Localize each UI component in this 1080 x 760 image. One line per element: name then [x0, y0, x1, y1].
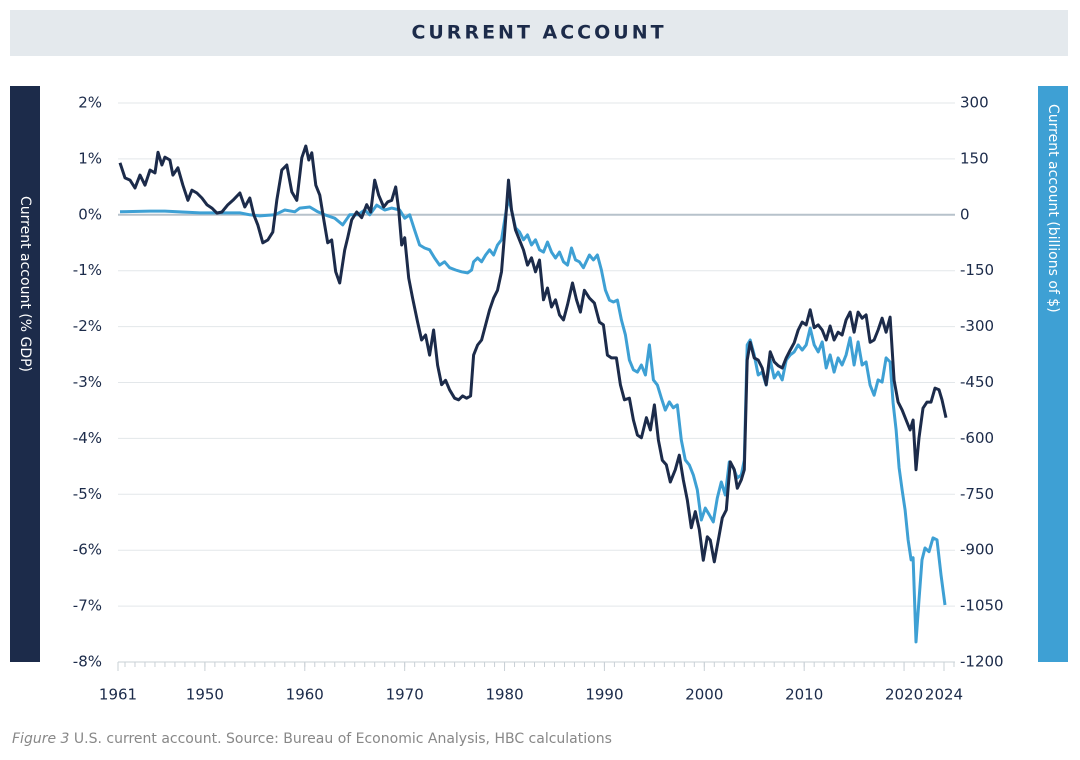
x-tick-label: 1970 — [386, 686, 424, 704]
y2-tick-label: -1050 — [960, 597, 1004, 615]
y2-axis-title: Current account (billions of $) — [1045, 104, 1061, 313]
y-tick-label: -4% — [73, 429, 102, 447]
y-tick-label: 2% — [78, 94, 102, 112]
y-tick-label: -3% — [73, 373, 102, 391]
y2-tick-label: -150 — [960, 261, 994, 279]
x-tick-label: 2024 — [925, 686, 963, 704]
y2-tick-label: -450 — [960, 373, 994, 391]
y-tick-label: -5% — [73, 485, 102, 503]
x-tick-label: 2020 — [885, 686, 923, 704]
y-tick-label: 0% — [78, 205, 102, 223]
y2-axis-band — [1038, 86, 1068, 662]
y2-tick-label: -300 — [960, 317, 994, 335]
y-axis-band — [10, 86, 40, 662]
x-tick-label: 1960 — [286, 686, 324, 704]
y2-tick-label: 150 — [960, 149, 989, 167]
y2-tick-label: -600 — [960, 429, 994, 447]
y-tick-label: -6% — [73, 541, 102, 559]
x-tick-label: 1990 — [585, 686, 623, 704]
series-line — [119, 196, 947, 644]
x-tick-label: 1961 — [99, 686, 137, 704]
caption-prefix: Figure 3 — [12, 731, 69, 747]
caption-text: U.S. current account. Source: Bureau of … — [74, 731, 612, 747]
y-axis-title: Current account (% GDP) — [17, 196, 33, 372]
title-band — [10, 10, 1068, 56]
y2-tick-label: 0 — [960, 205, 970, 223]
y-tick-label: 1% — [78, 149, 102, 167]
y-tick-label: -7% — [73, 597, 102, 615]
x-tick-label: 2000 — [685, 686, 723, 704]
y-tick-label: -1% — [73, 261, 102, 279]
y2-tick-label: -900 — [960, 541, 994, 559]
y-tick-label: -2% — [73, 317, 102, 335]
series-line — [118, 144, 948, 564]
y2-tick-label: -1200 — [960, 653, 1004, 671]
y-tick-label: -8% — [73, 653, 102, 671]
y2-tick-label: 300 — [960, 94, 989, 112]
x-tick-label: 2010 — [785, 686, 823, 704]
y2-tick-label: -750 — [960, 485, 994, 503]
caption: Figure 3 U.S. current account. Source: B… — [12, 731, 612, 747]
x-tick-label: 1980 — [485, 686, 523, 704]
x-tick-label: 1950 — [186, 686, 224, 704]
chart-title: CURRENT ACCOUNT — [411, 22, 666, 44]
